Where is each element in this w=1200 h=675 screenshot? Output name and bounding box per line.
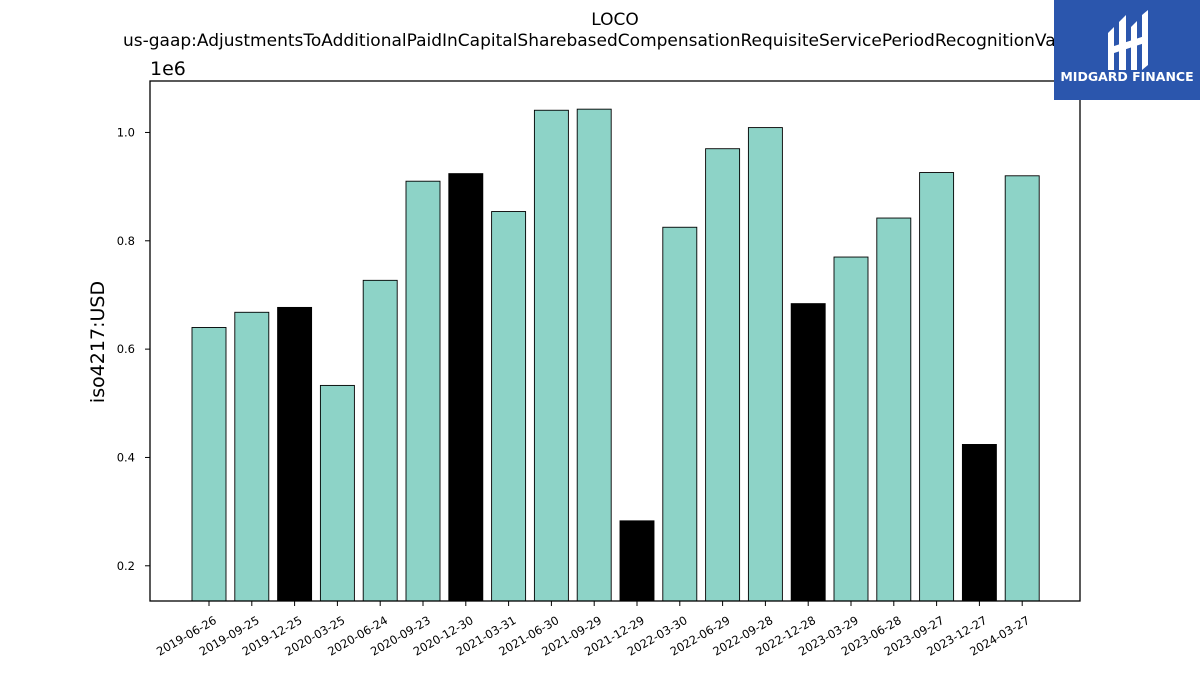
- bar-2019-09-25: [234, 311, 270, 602]
- logo-text: MIDGARD FINANCE: [1060, 69, 1193, 84]
- bar-2024-03-27: [1004, 175, 1040, 602]
- logo-background: [1054, 0, 1200, 100]
- bar-2022-12-28: [790, 303, 826, 602]
- bar-2023-03-29: [833, 256, 869, 602]
- x-ticks-group: 2019-06-262019-09-252019-12-252020-03-25…: [154, 601, 1032, 659]
- bars-group: [191, 108, 1040, 602]
- midgard-logo-icon: [1108, 10, 1148, 70]
- bar-2021-06-30: [533, 109, 569, 602]
- y-axis-label: iso4217:USD: [87, 281, 109, 403]
- bar-2020-09-23: [405, 180, 441, 602]
- plot-frame: [149, 80, 1081, 602]
- bar-2020-06-24: [362, 279, 398, 602]
- y-tick-label: 0.6: [117, 342, 135, 356]
- bar-2023-12-27: [961, 444, 997, 602]
- y-axis-offset-label: 1e6: [150, 58, 186, 80]
- bar-2022-03-30: [662, 226, 698, 602]
- bar-2021-12-29: [619, 520, 655, 602]
- y-tick-label: 1.0: [117, 125, 135, 139]
- bar-2019-06-26: [191, 327, 227, 602]
- y-tick-label: 0.4: [117, 450, 135, 464]
- chart-title-line2: us-gaap:AdjustmentsToAdditionalPaidInCap…: [123, 31, 1082, 51]
- bar-2020-03-25: [319, 384, 355, 602]
- y-tick-label: 0.2: [117, 559, 135, 573]
- bar-2019-12-25: [277, 306, 313, 602]
- chart-title-line1: LOCO: [591, 10, 639, 30]
- bar-2022-06-29: [705, 148, 741, 602]
- bar-2021-09-29: [576, 108, 612, 602]
- bar-2020-12-30: [448, 173, 484, 602]
- logo: MIDGARD FINANCE: [1054, 0, 1200, 100]
- y-tick-label: 0.8: [117, 234, 135, 248]
- bar-2023-06-28: [876, 217, 912, 602]
- bar-2023-09-27: [919, 172, 955, 602]
- bar-2022-09-28: [747, 127, 783, 602]
- bar-2021-03-31: [491, 211, 527, 602]
- y-ticks-group: 0.2 0.4 0.6 0.8 1.0: [117, 125, 150, 573]
